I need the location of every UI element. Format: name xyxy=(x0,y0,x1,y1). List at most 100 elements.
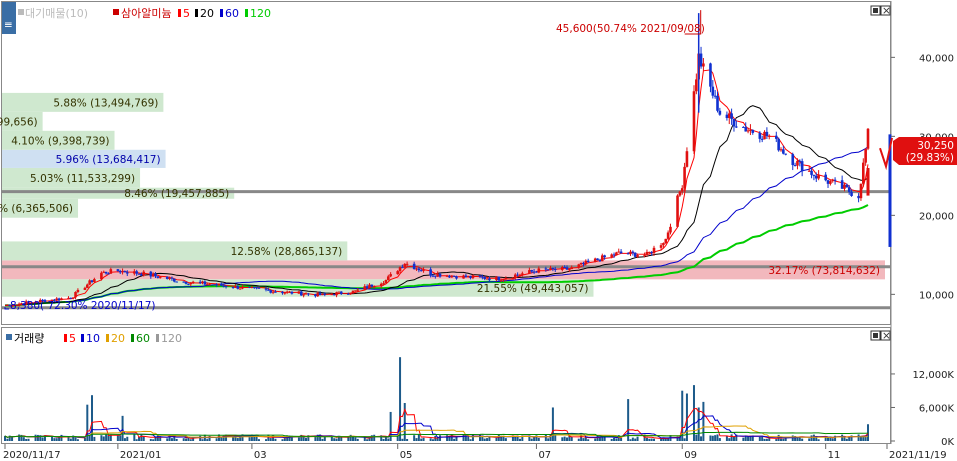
volume-bar xyxy=(250,434,253,441)
legend-ma-60: 60 xyxy=(220,7,239,20)
volume-bar xyxy=(758,436,761,441)
volume-bar xyxy=(159,436,162,441)
volume-bar xyxy=(67,436,70,441)
volume-bar xyxy=(815,435,818,441)
volume-bar xyxy=(11,436,14,441)
panel-toggle-icon[interactable] xyxy=(2,2,16,34)
legend-swatch-indicator xyxy=(113,9,119,15)
candle-body xyxy=(135,271,138,274)
candle-body xyxy=(648,251,651,253)
volume-bar xyxy=(810,435,813,441)
panel-toggle-glyph: ≡ xyxy=(4,19,13,31)
candle-body xyxy=(699,53,703,67)
volume-legend-ma-label: 10 xyxy=(86,332,100,345)
date-tick-label: 05 xyxy=(400,450,413,461)
candle-body xyxy=(497,276,501,281)
legend-main-label: 대기매물(10) xyxy=(25,7,88,20)
candle-body xyxy=(269,290,273,293)
candle-body xyxy=(603,255,606,258)
volume-bar xyxy=(203,434,206,441)
candle-body xyxy=(93,279,96,282)
volume-bar xyxy=(417,434,420,441)
volume-bar xyxy=(742,437,745,441)
volume-bar xyxy=(725,436,728,441)
candle-body xyxy=(600,255,604,262)
legend-swatch-main xyxy=(18,9,24,15)
volume-bars-layer xyxy=(4,357,869,441)
volume-bar xyxy=(481,435,484,441)
volume-bar xyxy=(43,435,46,441)
volume-bar xyxy=(234,435,237,441)
price-panel-close-icon[interactable] xyxy=(880,5,891,16)
candle-body xyxy=(264,288,268,290)
candle-body xyxy=(826,180,830,184)
volume-bar xyxy=(152,439,155,441)
candle-body xyxy=(767,135,771,137)
volume-panel-close-icon[interactable] xyxy=(880,330,891,341)
volume-bar xyxy=(413,435,416,441)
candles-layer xyxy=(4,10,893,310)
candle-body xyxy=(866,128,870,149)
volume-profile-label: 5.03% (11,533,299) xyxy=(30,173,135,185)
volume-bar xyxy=(570,436,573,441)
date-tick-label: 07 xyxy=(538,450,551,461)
candle-body xyxy=(422,269,425,271)
volume-profile-bar xyxy=(2,241,348,261)
volume-bar xyxy=(100,435,103,441)
volume-bar xyxy=(51,437,54,441)
candle-body xyxy=(643,254,646,256)
volume-bar xyxy=(566,437,569,441)
volume-legend-ma-swatch xyxy=(106,334,109,342)
volume-bar xyxy=(22,437,25,441)
candle-body xyxy=(434,275,437,277)
candle-body xyxy=(323,293,327,295)
volume-bar xyxy=(354,437,357,441)
volume-bar xyxy=(551,407,554,441)
volume-bar xyxy=(768,438,771,441)
volume-bar xyxy=(415,438,418,441)
volume-panel-frame xyxy=(1,327,891,444)
candle-body xyxy=(579,262,583,265)
candle-body xyxy=(109,269,113,274)
candle-body xyxy=(22,303,26,305)
volume-bar xyxy=(107,435,110,441)
high-annotation: 45,600(50.74% 2021/09/08) xyxy=(556,23,705,35)
candle-body xyxy=(760,138,764,140)
volume-bar xyxy=(598,436,601,441)
volume-bar xyxy=(798,436,801,441)
volume-bar xyxy=(601,435,604,441)
candle-body xyxy=(812,174,816,176)
volume-ma-layer xyxy=(4,407,869,440)
volume-bar xyxy=(206,439,209,441)
candle-body xyxy=(629,251,632,255)
volume-bar xyxy=(105,434,108,441)
volume-bar xyxy=(735,434,738,441)
candle-body xyxy=(170,277,174,279)
candle-body xyxy=(521,273,524,275)
volume-bar xyxy=(801,438,804,441)
volume-bar xyxy=(702,401,705,441)
volume-bar xyxy=(182,438,185,441)
candle-body xyxy=(27,301,30,303)
volume-bar xyxy=(695,434,698,441)
volume-bar xyxy=(775,439,778,441)
volume-bar xyxy=(274,438,277,441)
candle-body xyxy=(711,86,715,96)
volume-bar xyxy=(653,438,656,441)
legend-ma-label: 120 xyxy=(250,7,271,20)
candle-body xyxy=(142,271,146,276)
volume-bar xyxy=(352,436,355,441)
volume-bar xyxy=(222,435,225,441)
candle-body xyxy=(389,274,392,277)
candle-body xyxy=(631,251,635,253)
candle-body xyxy=(339,291,343,294)
candle-body xyxy=(577,264,581,268)
candle-body xyxy=(730,113,733,119)
volume-bar xyxy=(464,434,467,441)
volume-legend-ma-swatch xyxy=(64,334,67,342)
candle-body xyxy=(182,281,186,283)
volume-bar xyxy=(660,438,663,441)
volume-bar xyxy=(201,439,204,441)
volume-bar xyxy=(862,436,865,441)
candle-body xyxy=(55,298,59,301)
